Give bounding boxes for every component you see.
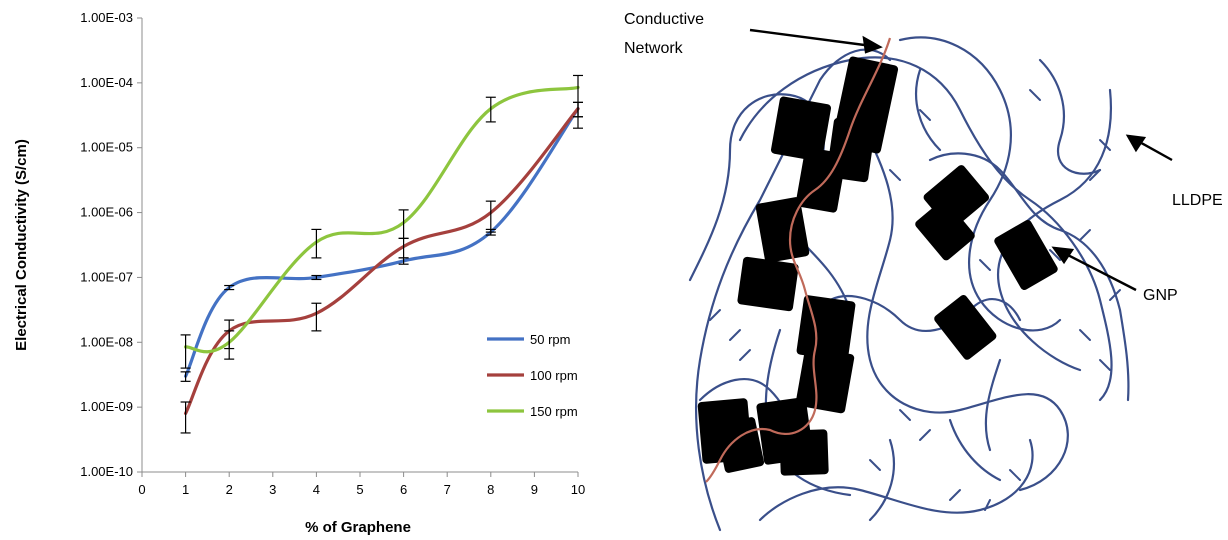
- error-bar: [224, 330, 235, 360]
- platelet: [737, 256, 799, 312]
- y-tick-label: 1.00E-08: [80, 334, 133, 349]
- error-bar: [485, 96, 496, 123]
- chain-branch: [1099, 139, 1111, 151]
- platelet: [994, 219, 1058, 291]
- conductive-network-label: Conductive: [624, 11, 704, 28]
- x-tick-label: 6: [400, 482, 407, 497]
- platelet: [915, 199, 975, 261]
- polymer-chain: [694, 48, 892, 532]
- chain-branch: [709, 309, 721, 321]
- polymer-chain: [948, 418, 1002, 482]
- conductive-network-arrowhead: [862, 35, 883, 54]
- gnp-label: GNP: [1143, 287, 1178, 304]
- lldpe-arrow: [1135, 138, 1173, 162]
- polymer-chain: [828, 295, 1022, 332]
- y-axis-ticks: 1.00E-10 1.00E-09 1.00E-08 1.00E-07 1.00E-06…: [80, 10, 142, 479]
- chain-branch: [1009, 469, 1021, 481]
- x-tick-label: 1: [182, 482, 189, 497]
- platelet: [934, 295, 997, 360]
- chain-branch: [899, 409, 911, 421]
- polymer-chain: [758, 438, 1034, 522]
- y-tick-label: 1.00E-07: [80, 269, 133, 284]
- lldpe-label: LLDPE: [1172, 192, 1223, 209]
- y-axis-title: Electrical Conductivity (S/cm): [13, 139, 30, 351]
- platelet: [779, 429, 829, 476]
- x-tick-label: 4: [313, 482, 320, 497]
- chain-branch: [1099, 359, 1111, 371]
- label-arrows: [749, 28, 1173, 292]
- x-axis-title: % of Graphene: [305, 519, 411, 536]
- x-tick-label: 10: [571, 482, 585, 497]
- platelet: [715, 417, 765, 473]
- conductive-network-label: Network: [624, 40, 684, 57]
- chain-branch: [984, 499, 991, 511]
- error-bar: [311, 228, 322, 259]
- x-tick-label: 8: [487, 482, 494, 497]
- chain-branch: [979, 259, 991, 271]
- legend-label: 50 rpm: [530, 332, 570, 347]
- chain-branch: [1089, 169, 1101, 181]
- y-tick-label: 1.00E-09: [80, 399, 133, 414]
- chain-branch: [1029, 89, 1041, 101]
- x-tick-label: 0: [138, 482, 145, 497]
- chain-branch: [1079, 329, 1091, 341]
- gnp-arrowhead: [1051, 246, 1075, 265]
- chain-branch: [1109, 289, 1121, 301]
- platelet: [795, 346, 855, 414]
- series-line: [184, 107, 580, 415]
- conductive-network-path: [705, 37, 892, 483]
- y-tick-label: 1.00E-05: [80, 140, 133, 155]
- x-tick-label: 3: [269, 482, 276, 497]
- legend: 50 rpm 100 rpm 150 rpm: [487, 332, 578, 419]
- error-bar: [180, 371, 191, 382]
- graphene-platelets: [697, 56, 1058, 476]
- y-tick-label: 1.00E-04: [80, 75, 133, 90]
- polymer-chain: [858, 118, 1069, 492]
- polymer-chain: [928, 152, 1130, 402]
- conductive-network-arrow: [749, 28, 873, 48]
- polymer-chain: [868, 438, 895, 522]
- polymer-chain: [915, 68, 942, 152]
- legend-label: 150 rpm: [530, 404, 578, 419]
- polymer-chain: [898, 36, 1062, 332]
- error-bar: [311, 302, 322, 332]
- polymer-chain: [1038, 58, 1102, 175]
- polymer-branches: [709, 89, 1121, 511]
- platelet: [770, 96, 832, 162]
- x-tick-label: 9: [531, 482, 538, 497]
- x-tick-label: 7: [444, 482, 451, 497]
- chain-branch: [869, 459, 881, 471]
- series-line: [184, 107, 580, 378]
- polymer-chain: [984, 358, 1002, 452]
- chain-branch: [739, 349, 751, 361]
- error-bar: [180, 401, 191, 434]
- y-tick-label: 1.00E-03: [80, 10, 133, 25]
- chain-branch: [1079, 229, 1091, 241]
- chart: 1.00E-10 1.00E-09 1.00E-08 1.00E-07 1.00E-06…: [13, 10, 585, 536]
- error-bar: [398, 209, 409, 239]
- x-tick-label: 2: [226, 482, 233, 497]
- lldpe-arrowhead: [1125, 134, 1147, 153]
- polymer-chain: [738, 56, 1113, 402]
- x-tick-label: 5: [356, 482, 363, 497]
- legend-label: 100 rpm: [530, 368, 578, 383]
- x-axis-ticks: 0 1 2 3 4 5 6 7 8 9 10: [138, 472, 585, 497]
- gnp-arrow: [1061, 250, 1137, 292]
- chain-branch: [919, 109, 931, 121]
- chain-branch: [949, 489, 961, 501]
- chain-branch: [919, 429, 931, 441]
- error-bar: [224, 284, 235, 291]
- chain-branch: [729, 329, 741, 341]
- error-bar: [485, 200, 496, 233]
- y-tick-label: 1.00E-10: [80, 464, 133, 479]
- y-tick-label: 1.00E-06: [80, 205, 133, 220]
- chain-branch: [1049, 249, 1061, 261]
- chain-branch: [889, 169, 901, 181]
- error-bars: [180, 74, 583, 434]
- error-bar: [311, 274, 322, 281]
- error-bar: [573, 74, 583, 129]
- error-bar: [180, 334, 191, 369]
